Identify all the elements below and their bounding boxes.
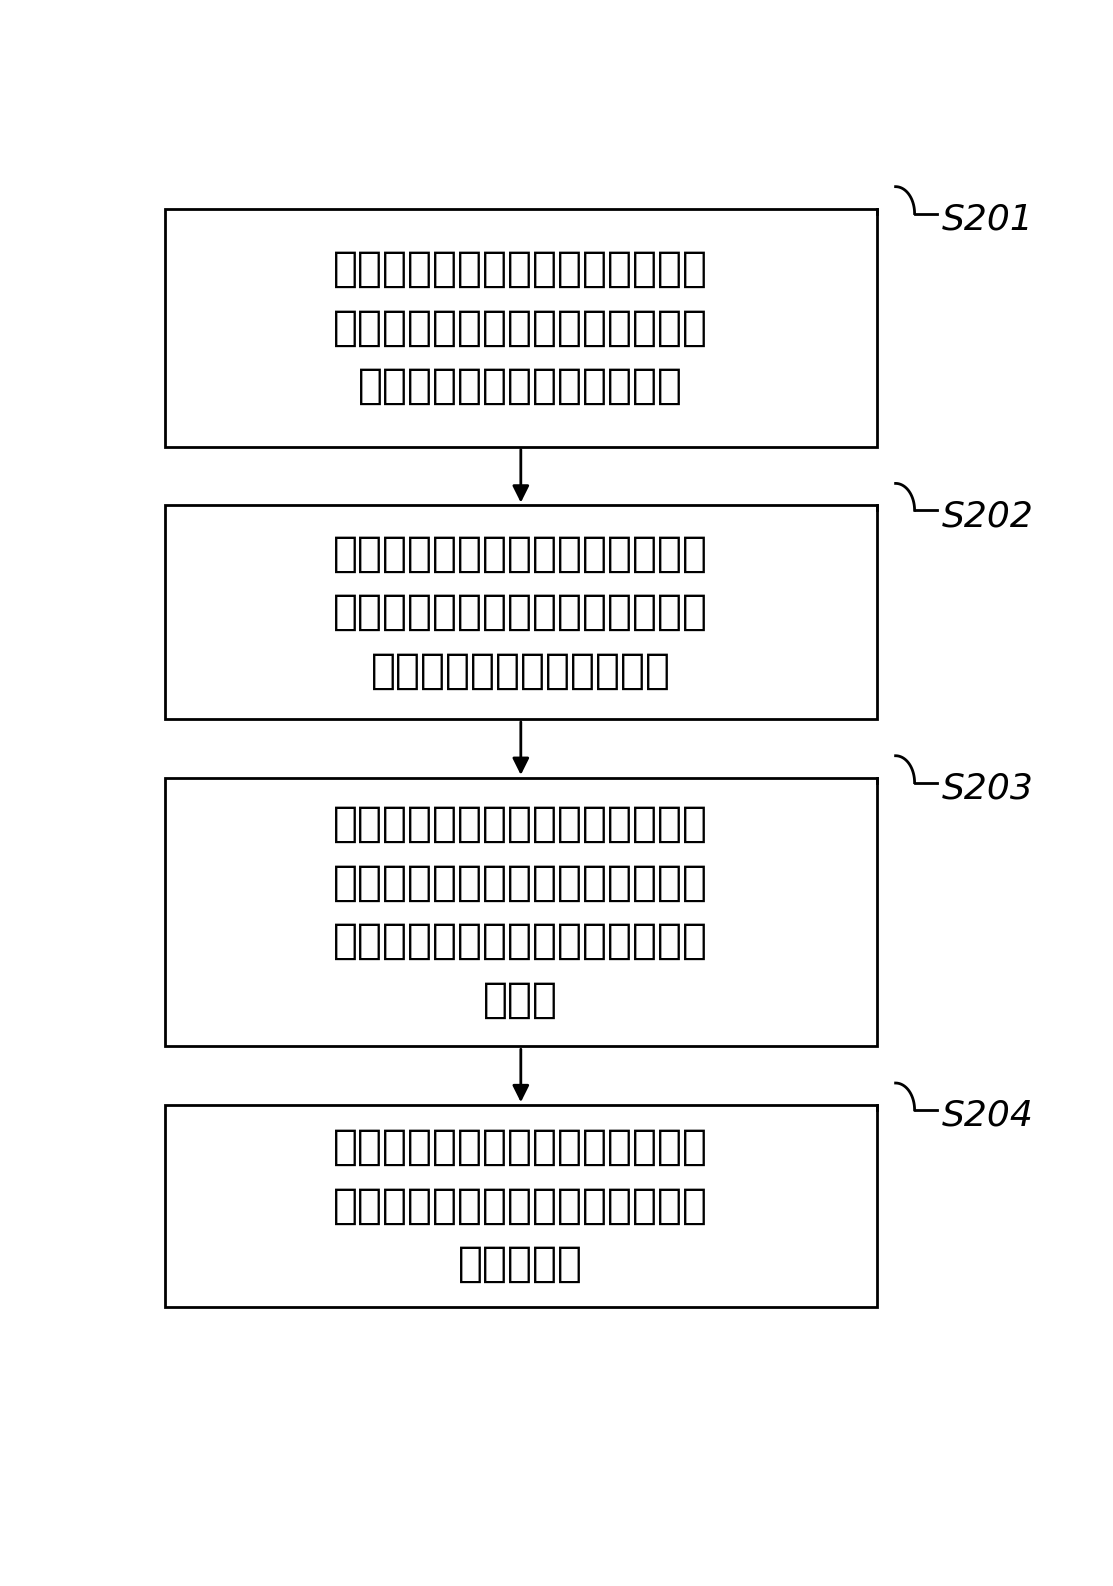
- Text: 获取多个甲状腺结节分析训练样本
以及与所述甲状腺结节分析训练样
本对应的甲状腺结节恶性风险: 获取多个甲状腺结节分析训练样本 以及与所述甲状腺结节分析训练样 本对应的甲状腺结…: [333, 247, 708, 408]
- Bar: [165, 209, 877, 447]
- Bar: [165, 506, 877, 718]
- Text: S204: S204: [942, 1099, 1033, 1132]
- Text: S202: S202: [942, 500, 1033, 533]
- Text: 根据所述第一甲状腺结节分析训练
样本集合中的甲状腺结节分析训练
样本训练生成第一甲状腺结节分析
决策树: 根据所述第一甲状腺结节分析训练 样本集合中的甲状腺结节分析训练 样本训练生成第一…: [333, 804, 708, 1021]
- Bar: [165, 1105, 877, 1307]
- Text: 根据所述多个甲状腺结节分析训练
样本并按照预设的规则生成多个甲
状腺结节分析训练样本集合: 根据所述多个甲状腺结节分析训练 样本并按照预设的规则生成多个甲 状腺结节分析训练…: [333, 533, 708, 691]
- Text: S203: S203: [942, 772, 1033, 806]
- Text: 将多个甲状腺结节分析决策树组合
生成基于随机森林算法的甲状腺结
节分析模型: 将多个甲状腺结节分析决策树组合 生成基于随机森林算法的甲状腺结 节分析模型: [333, 1126, 708, 1285]
- Text: S201: S201: [942, 203, 1033, 236]
- Bar: [165, 777, 877, 1047]
